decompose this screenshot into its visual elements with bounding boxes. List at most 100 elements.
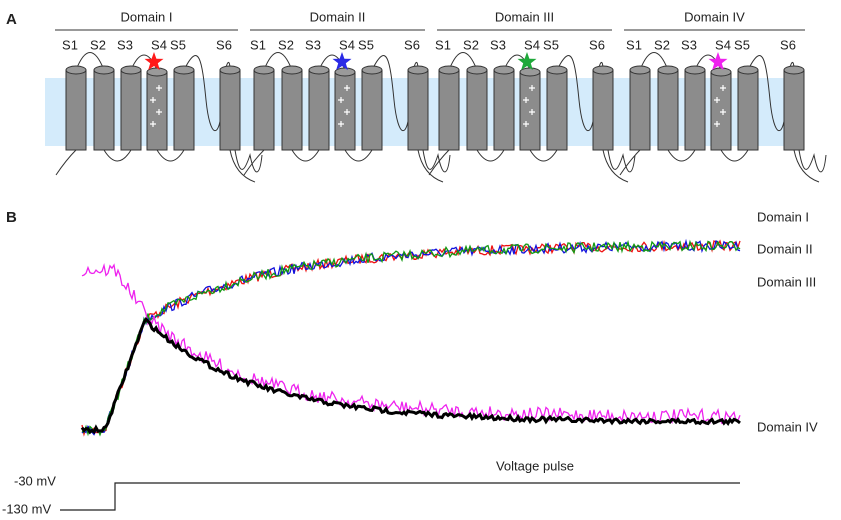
- panel-label: B: [6, 209, 17, 226]
- segment-label: S5: [734, 37, 750, 52]
- helix: [281, 69, 303, 151]
- helix-top: [93, 65, 115, 75]
- helix-top: [120, 65, 142, 75]
- helix-top: [783, 65, 805, 75]
- helix-top: [546, 65, 568, 75]
- helix-top: [684, 65, 706, 75]
- trace: [81, 238, 741, 436]
- charges: [338, 85, 350, 127]
- segment-label: S4: [715, 37, 731, 52]
- helix-top: [173, 65, 195, 75]
- segment-label: S5: [170, 37, 186, 52]
- loop: [619, 52, 820, 183]
- segment-label: S3: [305, 37, 321, 52]
- domain-title: Domain I: [120, 9, 172, 24]
- helix-top: [146, 67, 168, 77]
- trace-label: Domain I: [757, 209, 809, 224]
- trace: [81, 263, 741, 425]
- panel-label: A: [6, 11, 17, 28]
- segment-label: S3: [117, 37, 133, 52]
- helix-top: [466, 65, 488, 75]
- helix: [657, 69, 679, 151]
- trace: [81, 239, 741, 437]
- segment-label: S1: [250, 37, 266, 52]
- voltage-title: Voltage pulse: [496, 458, 574, 473]
- helix: [253, 69, 275, 151]
- segment-label: S2: [463, 37, 479, 52]
- loop: [243, 52, 444, 183]
- label-star: [144, 52, 164, 71]
- trace-label: Domain II: [757, 241, 813, 256]
- helix: [146, 71, 168, 151]
- helix-top: [65, 65, 87, 75]
- helix: [466, 69, 488, 151]
- helix: [120, 69, 142, 151]
- label-star: [332, 52, 352, 71]
- helix-top: [438, 65, 460, 75]
- helix-top: [253, 65, 275, 75]
- charges: [150, 85, 162, 127]
- helix: [629, 69, 651, 151]
- helix-top: [493, 65, 515, 75]
- charges: [714, 85, 726, 127]
- helix: [710, 71, 732, 151]
- helix: [493, 69, 515, 151]
- trace: [81, 239, 741, 437]
- linker: [422, 149, 451, 173]
- domain-title: Domain IV: [684, 9, 745, 24]
- segment-label: S1: [626, 37, 642, 52]
- linker: [607, 149, 636, 173]
- helix-top: [361, 65, 383, 75]
- helix-top: [219, 65, 241, 75]
- helix: [407, 69, 429, 151]
- helix: [546, 69, 568, 151]
- loop: [428, 52, 629, 183]
- domain-title: Domain II: [310, 9, 366, 24]
- helix: [592, 69, 614, 151]
- segment-label: S4: [151, 37, 167, 52]
- segment-label: S5: [358, 37, 374, 52]
- helix-top: [629, 65, 651, 75]
- traces: Domain I Domain II Domain III Domain IV: [80, 209, 818, 437]
- helix: [334, 71, 356, 151]
- segment-label: S2: [278, 37, 294, 52]
- loop: [55, 52, 256, 183]
- helix-top: [281, 65, 303, 75]
- linker: [234, 149, 263, 173]
- helix: [65, 69, 87, 151]
- helix-top: [334, 67, 356, 77]
- helix-top: [407, 65, 429, 75]
- segment-label: S6: [780, 37, 796, 52]
- helix-top: [519, 67, 541, 77]
- segment-label: S4: [339, 37, 355, 52]
- linker: [798, 149, 827, 173]
- segment-label: S2: [654, 37, 670, 52]
- segment-label: S2: [90, 37, 106, 52]
- trace-average: [80, 316, 741, 435]
- helix: [737, 69, 759, 151]
- helix-top: [592, 65, 614, 75]
- charges: [523, 85, 535, 127]
- segment-label: S6: [589, 37, 605, 52]
- helix: [361, 69, 383, 151]
- segment-label: S6: [404, 37, 420, 52]
- label-star: [708, 52, 728, 71]
- helix: [783, 69, 805, 151]
- trace-label: Domain IV: [757, 419, 818, 434]
- voltage-level: -130 mV: [2, 501, 51, 516]
- segment-label: S6: [216, 37, 232, 52]
- helix: [684, 69, 706, 151]
- helix: [308, 69, 330, 151]
- voltage-step: [60, 482, 740, 511]
- segment-label: S5: [543, 37, 559, 52]
- label-star: [517, 52, 537, 71]
- segment-label: S4: [524, 37, 540, 52]
- helix: [438, 69, 460, 151]
- helix-top: [737, 65, 759, 75]
- helix-top: [710, 67, 732, 77]
- helix: [93, 69, 115, 151]
- helix: [173, 69, 195, 151]
